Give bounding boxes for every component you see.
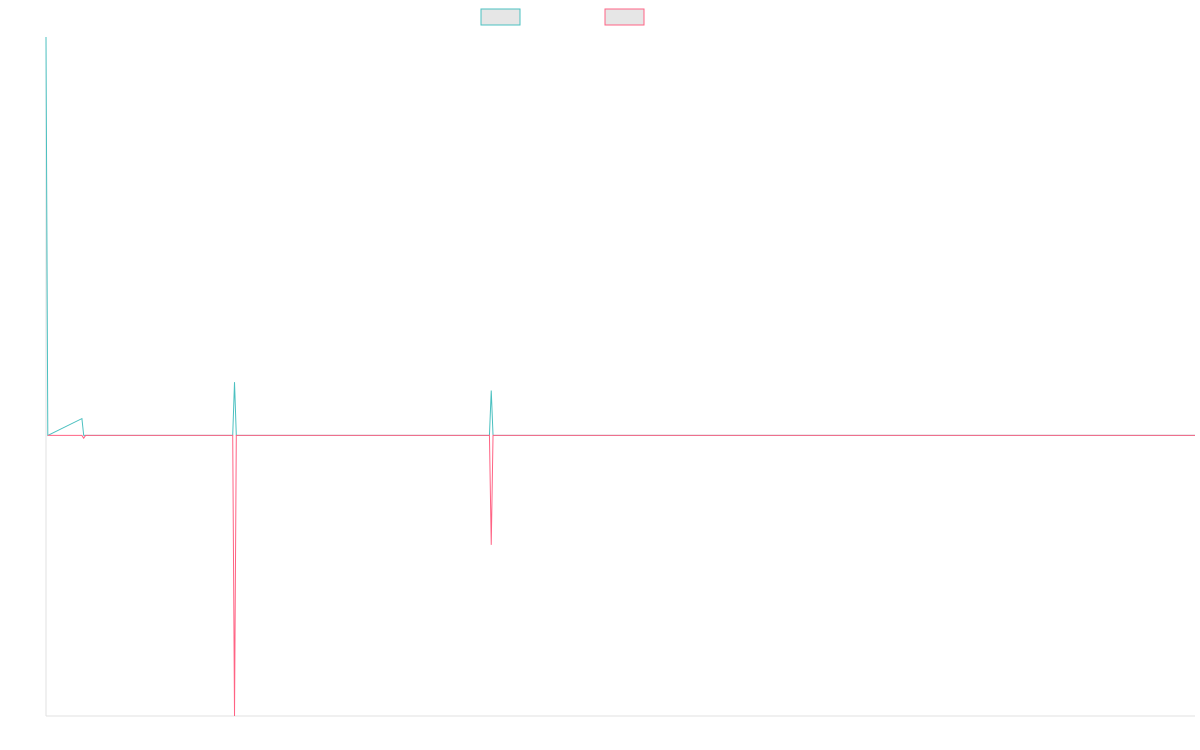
legend-swatch-1[interactable]	[480, 8, 521, 26]
series-group	[45, 36, 1195, 717]
axes	[45, 37, 1195, 717]
series-line-1	[45, 36, 1195, 437]
legend	[480, 8, 645, 26]
legend-swatch-2[interactable]	[604, 8, 645, 26]
series-line-2	[47, 434, 1195, 717]
